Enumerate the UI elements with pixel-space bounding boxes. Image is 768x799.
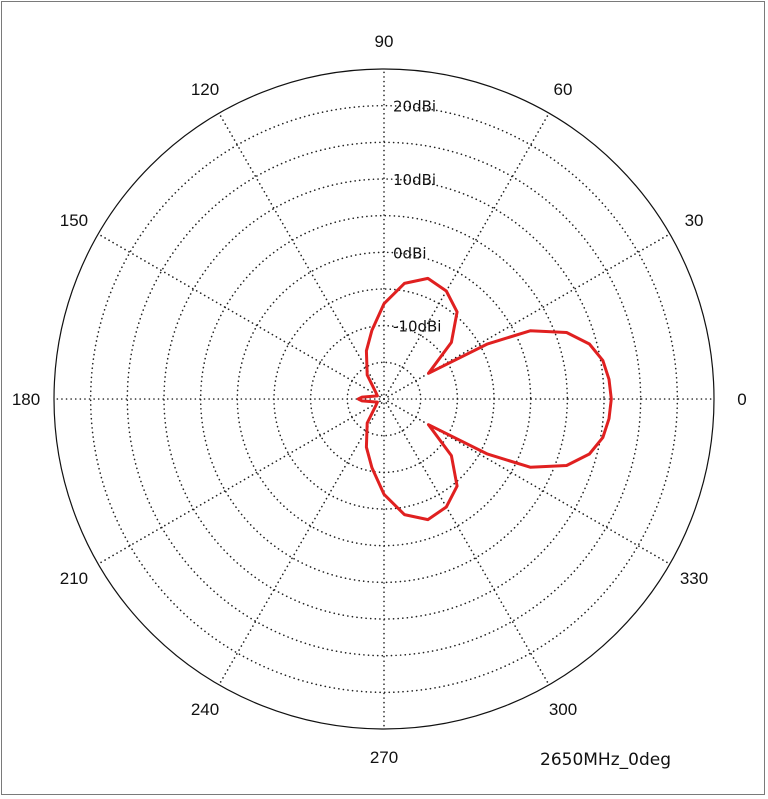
grid-spoke (97, 398, 385, 565)
angle-tick-label: 300 (549, 700, 577, 719)
series-layer (356, 276, 613, 522)
angle-tick-label: 120 (191, 80, 219, 99)
angle-tick-label: 210 (60, 569, 88, 588)
angle-tick-label: 90 (375, 32, 394, 51)
ring-label: 0dBi (393, 244, 427, 262)
outer-circle (53, 68, 715, 730)
grid-spoke (383, 398, 671, 565)
angle-tick-label: 330 (680, 569, 708, 588)
grid-spoke (383, 112, 550, 400)
polar-grid (53, 68, 715, 730)
grid-spoke (383, 398, 550, 686)
angle-tick-label: 30 (685, 211, 704, 230)
ring-label: -10dBi (393, 318, 441, 336)
angle-tick-label: 180 (12, 390, 40, 409)
angle-labels: 0 30 60 90 120 150 180 210 240 270 300 330 (12, 32, 747, 767)
ring-label: 10dBi (393, 171, 436, 189)
angle-tick-label: 60 (554, 80, 573, 99)
grid-ring (126, 141, 642, 657)
pattern-trace (356, 276, 613, 522)
grid-ring (89, 104, 679, 694)
ring-labels: -10dBi 0dBi 10dBi 20dBi (393, 98, 441, 336)
angle-tick-label: 0 (737, 390, 746, 409)
grid-spoke (218, 112, 385, 400)
angle-tick-label: 150 (60, 211, 88, 230)
grid-spoke (218, 398, 385, 686)
angle-tick-label: 240 (191, 700, 219, 719)
angle-tick-label: 270 (370, 748, 398, 767)
ring-label: 20dBi (393, 98, 436, 116)
grid-spoke (97, 233, 385, 400)
chart-caption: 2650MHz_0deg (540, 750, 671, 770)
